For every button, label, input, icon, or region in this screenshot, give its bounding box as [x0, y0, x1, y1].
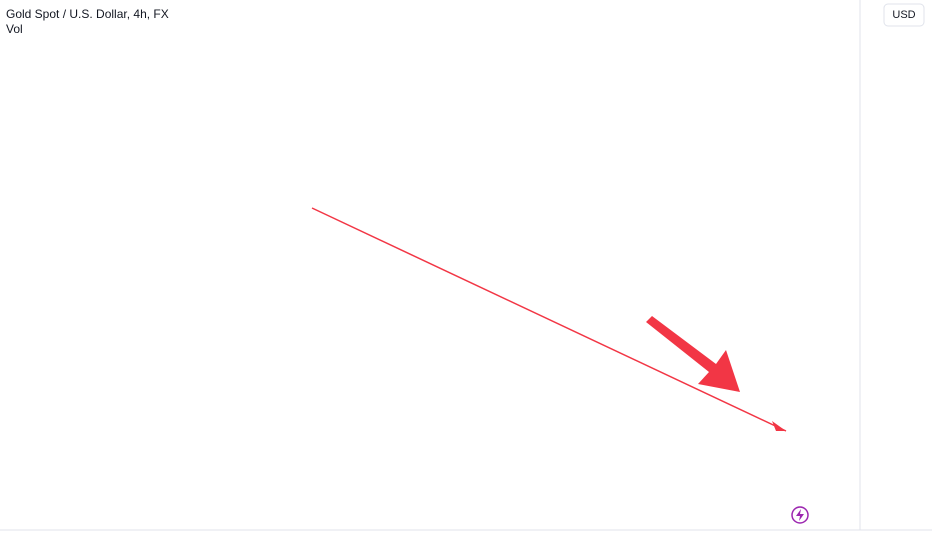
volume-title: Vol — [6, 22, 23, 36]
currency[interactable]: USD — [892, 9, 915, 21]
alert-bolt — [796, 509, 804, 521]
currency-button[interactable] — [883, 3, 925, 27]
trend-arrowhead — [772, 421, 786, 431]
big-arrow — [646, 316, 740, 392]
trend-line — [311, 207, 787, 432]
symbol-title: Gold Spot / U.S. Dollar, 4h, FX — [6, 7, 169, 21]
